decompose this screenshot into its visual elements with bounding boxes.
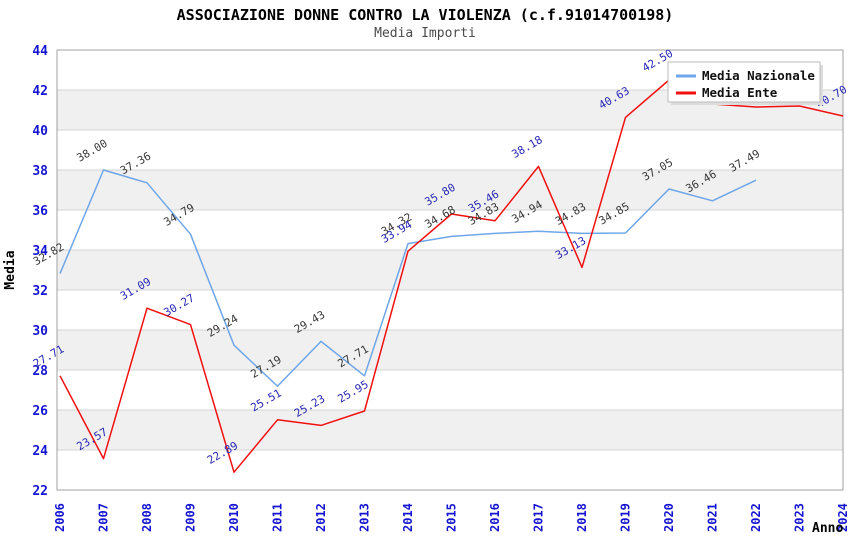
x-tick-label: 2009 — [184, 503, 198, 532]
series-line-nazionale — [59, 169, 757, 387]
x-tick-label: 2008 — [140, 503, 154, 532]
x-tick-label: 2020 — [662, 503, 676, 532]
plot-border — [56, 49, 844, 491]
y-tick-label: 34 — [32, 244, 48, 259]
x-tick-label: 2016 — [488, 503, 502, 532]
chart-title: ASSOCIAZIONE DONNE CONTRO LA VIOLENZA (c… — [176, 6, 674, 24]
y-tick-label: 28 — [32, 364, 48, 379]
x-tick-label: 2007 — [97, 503, 111, 532]
y-tick-label: 42 — [32, 84, 48, 99]
y-tick-label: 32 — [32, 284, 48, 299]
y-tick-label: 38 — [32, 164, 48, 179]
grid-band — [57, 330, 843, 370]
grid-band — [57, 170, 843, 210]
y-tick-label: 24 — [32, 444, 48, 459]
x-tick-label: 2023 — [793, 503, 807, 532]
x-tick-label: 2015 — [445, 503, 459, 532]
x-tick-label: 2011 — [271, 503, 285, 532]
y-tick-label: 44 — [32, 44, 48, 59]
x-tick-label: 2014 — [401, 503, 415, 532]
y-tick-label: 30 — [32, 324, 48, 339]
grid-band — [57, 410, 843, 450]
x-tick-label: 2012 — [314, 503, 328, 532]
y-tick-label: 36 — [32, 204, 48, 219]
x-tick-label: 2021 — [706, 503, 720, 532]
y-axis-title: Media — [3, 250, 18, 289]
x-tick-label: 2017 — [532, 503, 546, 532]
y-tick-label: 22 — [32, 484, 48, 499]
x-tick-label: 2024 — [836, 503, 850, 532]
legend-label-nazionale: Media Nazionale — [702, 68, 815, 83]
x-tick-label: 2018 — [575, 503, 589, 532]
chart-subtitle: Media Importi — [374, 26, 476, 41]
legend-label-ente: Media Ente — [702, 85, 778, 100]
y-tick-label: 26 — [32, 404, 48, 419]
grid-band — [57, 250, 843, 290]
y-tick-label: 40 — [32, 124, 48, 139]
x-axis-title: Anno — [812, 521, 843, 536]
legend-box — [667, 61, 821, 103]
x-tick-label: 2022 — [749, 503, 763, 532]
x-tick-label: 2010 — [227, 503, 241, 532]
x-tick-label: 2006 — [53, 503, 67, 532]
x-tick-label: 2019 — [619, 503, 633, 532]
x-tick-label: 2013 — [358, 503, 372, 532]
